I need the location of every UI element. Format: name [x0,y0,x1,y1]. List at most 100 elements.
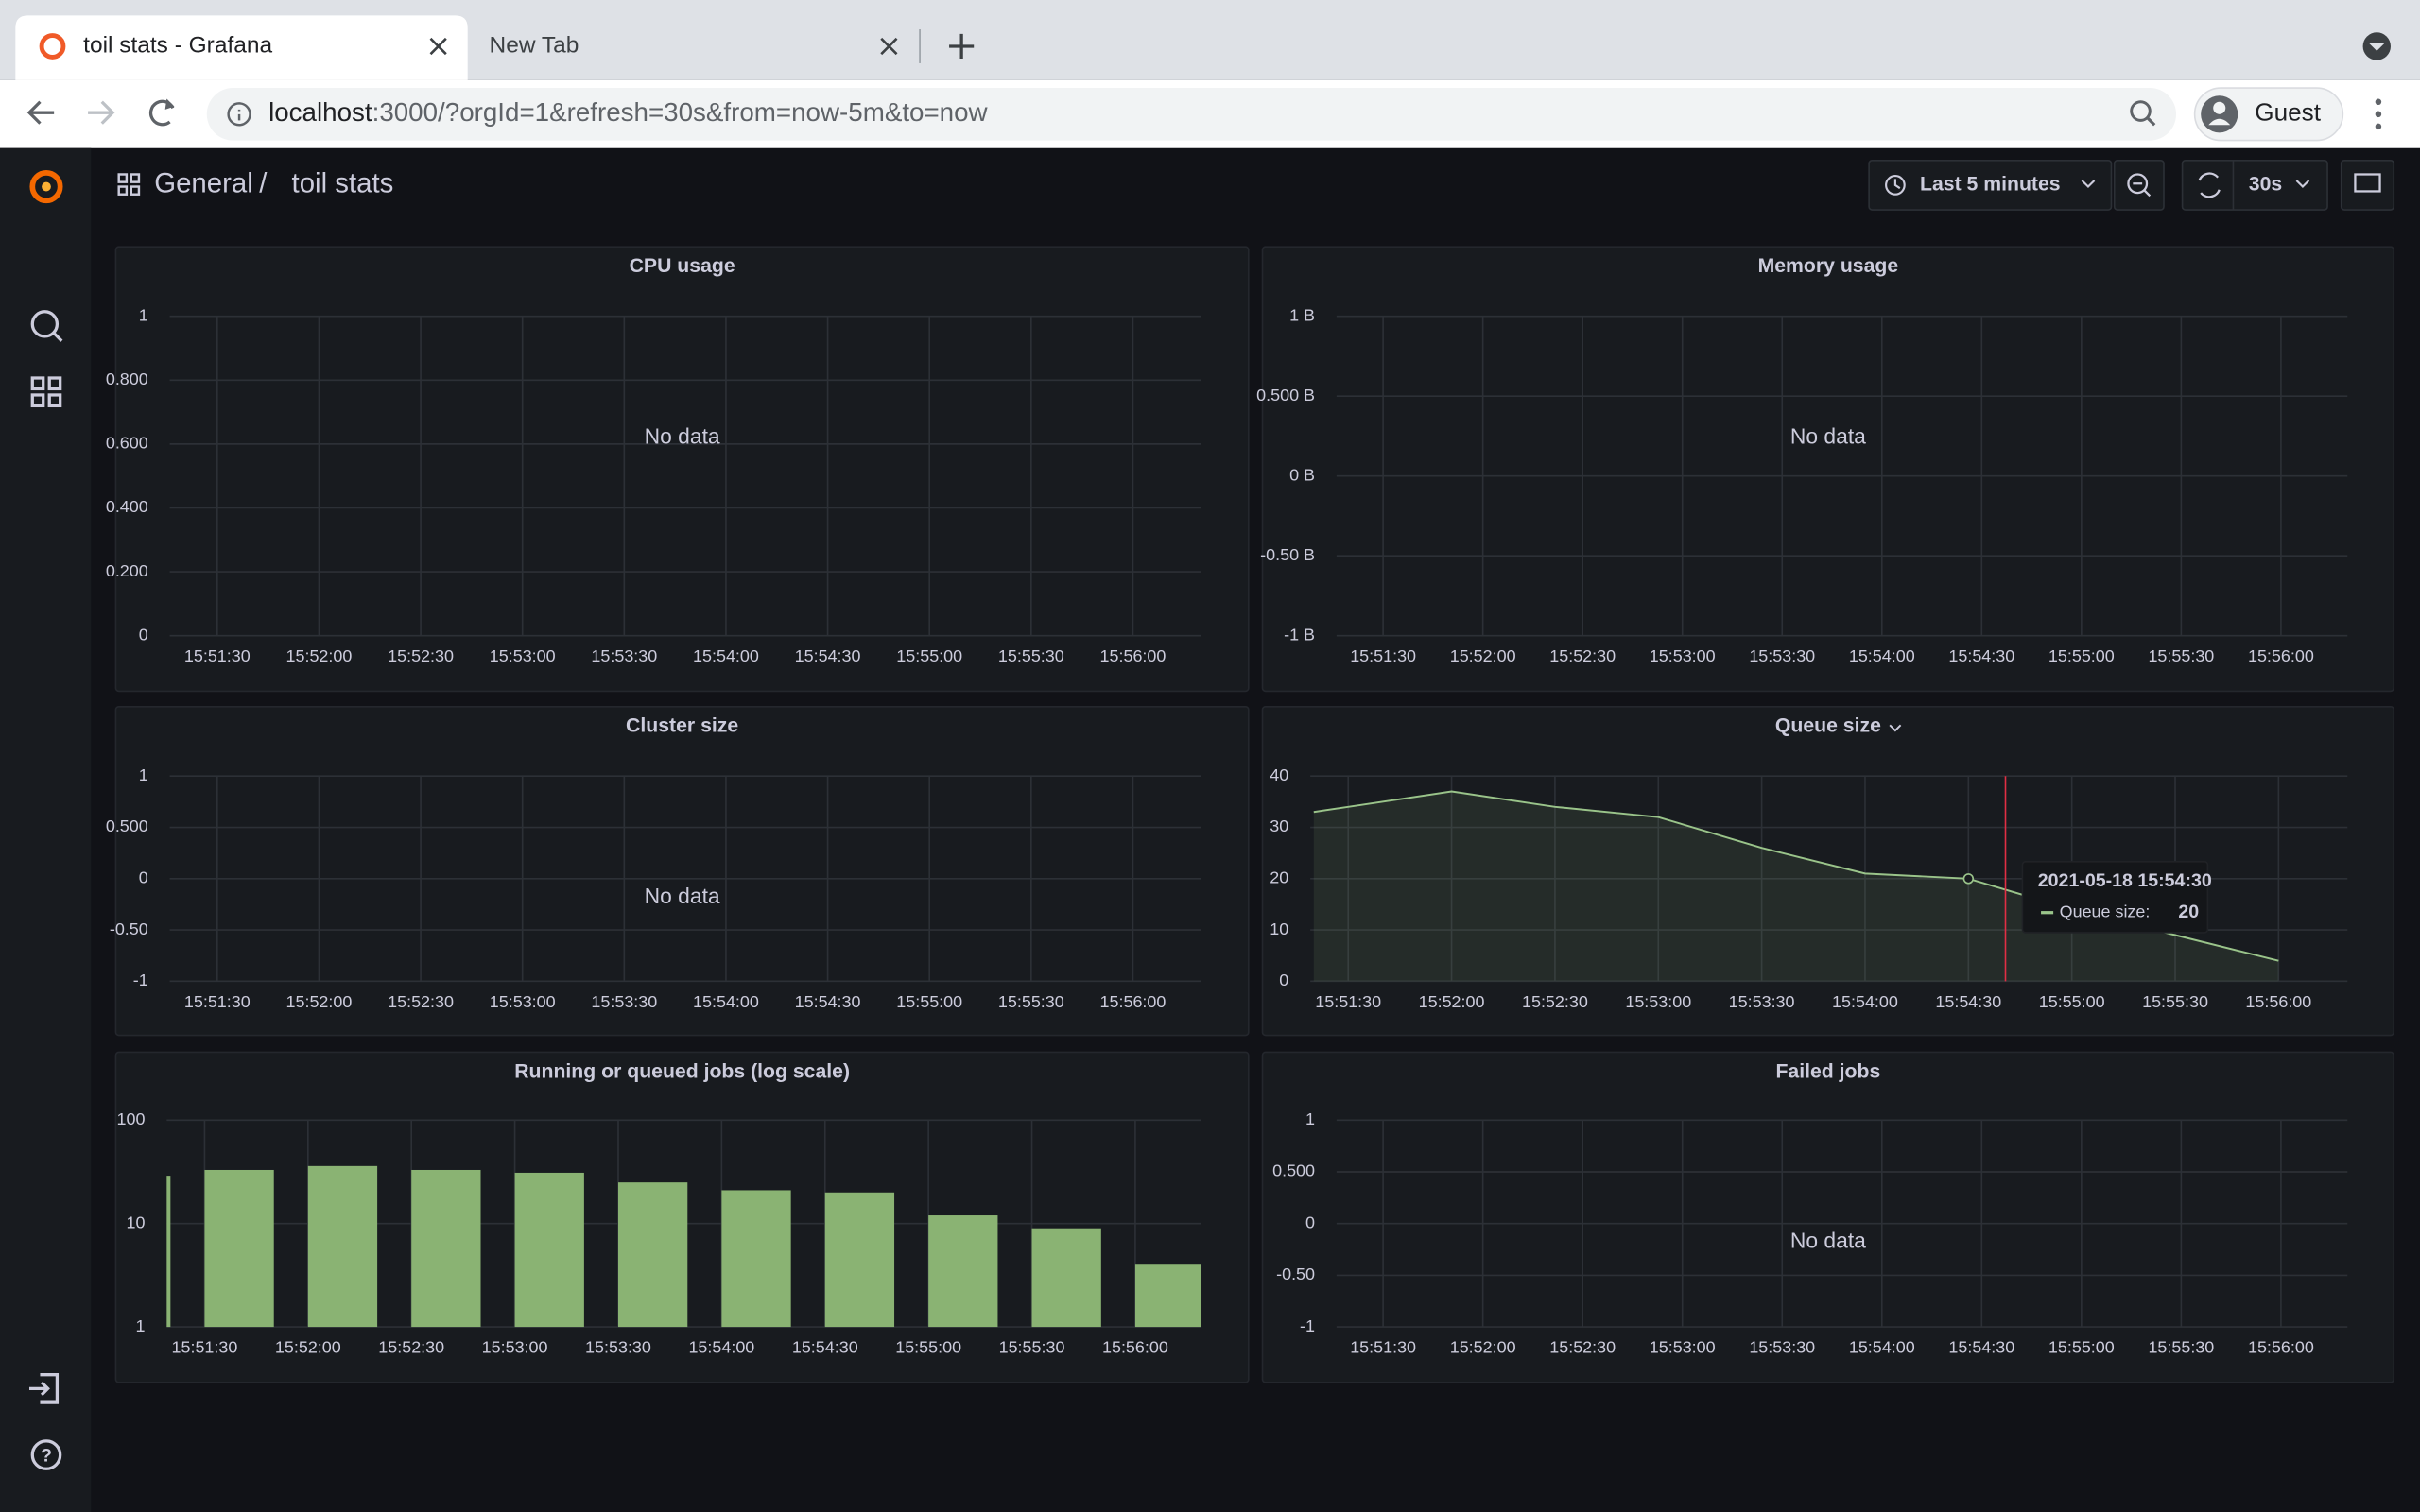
x-tick-label: 15:55:30 [2148,646,2214,665]
y-tick-label: 100 [117,1109,146,1128]
panel-frame [1261,1051,2395,1383]
tab-close[interactable] [880,37,898,56]
tooltip-label: Queue size: [2060,902,2151,920]
x-tick-label: 15:56:00 [2248,646,2314,665]
x-tick-label: 15:52:00 [1450,1338,1516,1357]
x-tick-label: 15:53:30 [1749,1338,1815,1357]
x-tick-label: 15:55:30 [999,1338,1065,1357]
x-tick-label: 15:54:00 [693,646,759,665]
refresh-chevron [2295,180,2310,189]
refresh-picker[interactable] [2181,159,2328,211]
x-tick-label: 15:54:30 [795,992,861,1011]
y-tick-label: 10 [127,1212,146,1231]
x-tick-label: 15:53:30 [1749,646,1815,665]
no-data: No data [1790,424,1866,449]
omnibox[interactable] [206,88,2177,141]
y-tick-label: 0.800 [106,369,148,388]
x-tick-label: 15:55:30 [998,992,1064,1011]
back-button[interactable] [26,100,55,125]
y-tick-label: 20 [1270,868,1288,887]
x-tick-label: 15:53:30 [591,992,657,1011]
x-tick-label: 15:53:00 [490,992,556,1011]
zoom-icon-handle [2145,115,2156,127]
y-tick-label: 0 [1305,1212,1315,1231]
x-tick-label: 15:56:00 [2245,992,2311,1011]
url-host: localhost [268,97,372,127]
no-data: No data [1790,1228,1866,1252]
x-tick-label: 15:52:30 [1549,1338,1616,1357]
zoom-out-glyph [2133,182,2152,198]
help-glyph: ? [41,1445,52,1466]
x-tick-label: 15:54:00 [688,1338,754,1357]
tab-close[interactable] [429,37,447,56]
site-info-icon[interactable] [227,102,251,127]
new-tab-button[interactable] [949,33,975,60]
x-tick-label: 15:53:30 [1729,992,1795,1011]
y-tick-label: 1 [1305,1109,1315,1128]
panel: Cluster size -1 -0.50 0 0.500 1 15:51:30 15:52:… [106,705,1250,1037]
x-tick-label: 15:53:30 [585,1338,651,1357]
time-picker[interactable] [1868,159,2113,211]
panel: Failed jobs -1 -0.50 0 0.500 1 15:51:30 15:52:0… [1261,1051,2395,1383]
bar [166,1176,171,1328]
forward-button[interactable] [88,100,115,125]
search-icon[interactable] [30,310,60,338]
x-tick-label: 15:51:30 [184,992,251,1011]
refresh-icon[interactable] [2198,172,2221,198]
zoom-out-icon [2127,173,2149,195]
panel-title: Memory usage [1758,255,1899,277]
browser-menu[interactable] [2375,98,2382,130]
y-tick-label: 0 [1279,971,1288,989]
y-tick-label: 0.200 [106,561,148,580]
panel-title: Failed jobs [1775,1060,1880,1082]
x-tick-label: 15:52:00 [286,646,353,665]
x-tick-label: 15:54:30 [1935,992,2001,1011]
breadcrumb-separator: / [259,168,268,199]
clock-hands [1893,179,1901,190]
x-tick-label: 15:55:00 [896,646,962,665]
grafana-logo[interactable] [29,170,63,204]
zoom-icon[interactable] [2130,100,2152,122]
sign-in-icon[interactable] [29,1373,60,1404]
x-tick-label: 15:52:00 [1419,992,1485,1011]
panel-title: Running or queued jobs (log scale) [514,1060,850,1082]
time-range[interactable]: Last 5 minutes [1920,174,2061,196]
breadcrumb-folder[interactable]: General [154,168,253,199]
x-tick-label: 15:55:00 [2048,646,2115,665]
breadcrumb-title[interactable]: toil stats [292,168,394,199]
y-tick-label: 0.500 [1272,1161,1315,1180]
x-tick-label: 15:56:00 [1100,992,1167,1011]
profile-name[interactable]: Guest [2255,98,2321,127]
reload-arrow [164,98,175,110]
x-tick-label: 15:53:00 [1625,992,1691,1011]
x-tick-label: 15:54:00 [1832,992,1898,1011]
tv-mode-button[interactable] [2340,159,2395,211]
panel-title: CPU usage [630,255,735,277]
bar [824,1192,895,1328]
panel-frame [1261,705,2395,1037]
zoom-out-button[interactable] [2113,159,2165,211]
x-tick-label: 15:56:00 [2248,1338,2314,1357]
y-tick-label: 1 B [1289,305,1315,324]
panel: Memory usage -1 B -0.50 B 0 B 0.500 B 1 B 15:5… [1256,246,2395,693]
help-icon[interactable] [30,1439,62,1470]
active-tab[interactable] [15,15,468,80]
tab-title[interactable]: New Tab [490,32,579,58]
profile-avatar-head [2213,101,2226,114]
sidebar [0,147,92,1512]
x-tick-label: 15:52:30 [388,646,454,665]
tab-title[interactable]: toil stats - Grafana [83,32,272,58]
y-tick-label: -1 [1300,1316,1315,1335]
x-tick-label: 15:56:00 [1102,1338,1168,1357]
url[interactable]: localhost:3000/?orgId=1&refresh=30s&from… [268,97,988,127]
x-tick-label: 15:55:00 [895,1338,961,1357]
panel: Running or queued jobs (log scale) 1 10 100… [114,1051,1250,1383]
series-area [1313,791,2279,982]
y-tick-label: 10 [1270,919,1288,938]
refresh-interval[interactable]: 30s [2249,174,2282,196]
tab-favicon [39,33,66,60]
bar [1031,1228,1101,1328]
bar [928,1215,998,1328]
dashboards-icon[interactable] [30,376,62,408]
